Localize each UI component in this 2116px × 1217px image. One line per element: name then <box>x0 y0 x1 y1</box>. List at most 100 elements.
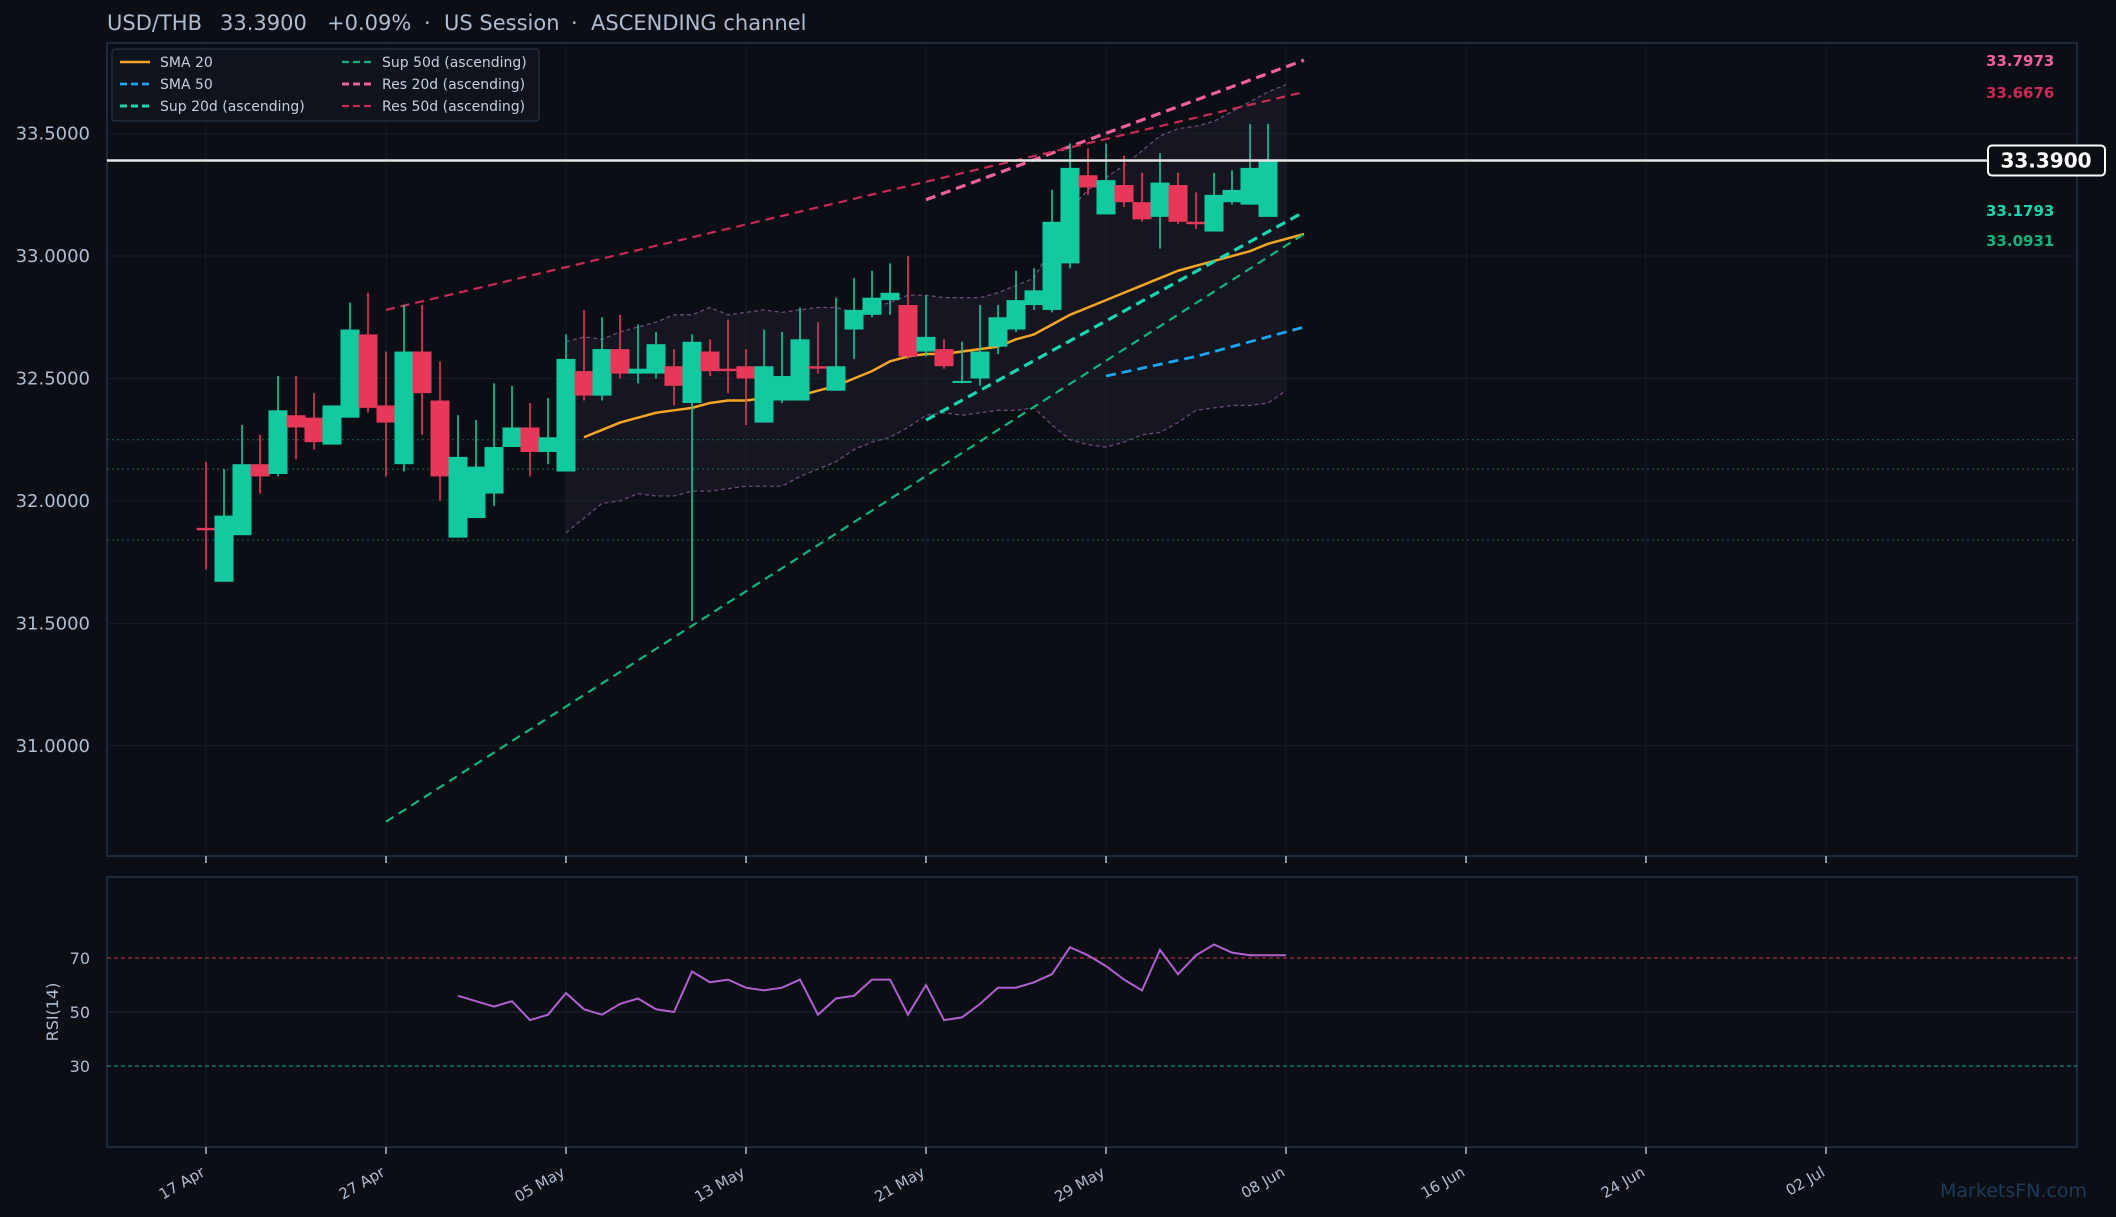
candle-body <box>520 427 540 452</box>
candle-body <box>1078 175 1098 188</box>
candle-body <box>1114 185 1134 203</box>
y-tick-label: 33.0000 <box>16 246 90 267</box>
candle-body <box>484 447 504 494</box>
candle-body <box>304 417 324 443</box>
legend: SMA 20 SMA 50 Sup 20d (ascending) Sup 50d (… <box>111 48 540 122</box>
candle-body <box>1042 221 1062 310</box>
candle-body <box>538 437 558 452</box>
series-line-sup-50d-ascending- <box>385 233 1305 823</box>
legend-label: Res 20d (ascending) <box>382 77 525 93</box>
series-line-sup-20d-ascending- <box>925 210 1305 422</box>
candle-body <box>952 380 972 383</box>
watermark: MarketsFN.com <box>1940 1180 2087 1202</box>
candle-body <box>556 358 576 472</box>
title-pair: USD/THB <box>107 11 202 35</box>
candle-body <box>412 351 432 394</box>
rsi-tick-label: 70 <box>70 949 90 968</box>
candle-body <box>646 344 666 374</box>
bollinger-lower <box>565 390 1287 534</box>
candle-body <box>880 292 900 301</box>
title-session: US Session <box>444 11 560 35</box>
grid-layer <box>107 43 2077 1147</box>
candle-body <box>718 368 738 372</box>
candle-body <box>970 351 990 379</box>
legend-label: Sup 20d (ascending) <box>160 99 305 115</box>
rsi-line <box>457 943 1286 1022</box>
candle-body <box>1204 194 1224 232</box>
candle-body <box>1222 189 1242 203</box>
candle-body <box>1006 300 1026 330</box>
candle-body <box>466 466 486 519</box>
y-tick-label: 32.0000 <box>16 491 90 512</box>
candle-body <box>340 329 360 418</box>
legend-label: SMA 50 <box>160 77 213 93</box>
y-tick-label: 31.5000 <box>16 613 90 634</box>
candle-body <box>628 368 648 374</box>
candle-body <box>214 515 234 582</box>
title-pattern: ASCENDING channel <box>591 11 806 35</box>
series-line-res-50d-ascending- <box>385 90 1305 311</box>
candles <box>196 123 1278 621</box>
candle-body <box>448 456 468 538</box>
candle-body <box>664 366 684 386</box>
candle-body <box>250 464 270 477</box>
price-line-group: 33.3900 <box>107 144 2106 177</box>
level-end-label: 33.0931 <box>1986 232 2054 250</box>
title-change: +0.09% <box>327 11 411 35</box>
y-axis-ticks: 31.0000 31.5000 32.0000 32.5000 33.0000 33.50… <box>16 124 90 757</box>
candle-body <box>268 410 288 474</box>
candle-body <box>790 339 810 401</box>
candle-body <box>232 464 252 536</box>
y-tick-label: 33.5000 <box>16 124 90 145</box>
candle-body <box>1258 160 1278 217</box>
rsi-tick-label: 50 <box>70 1003 90 1022</box>
level-end-labels: 33.1793 33.0931 33.7973 33.6676 <box>1986 52 2054 250</box>
candle-body <box>592 349 612 396</box>
level-end-label: 33.1793 <box>1986 202 2054 220</box>
candle-body <box>394 351 414 465</box>
legend-label: SMA 20 <box>160 55 213 71</box>
candle-body <box>898 305 918 357</box>
candle-body <box>430 400 450 477</box>
price-label: 33.3900 <box>2000 149 2091 173</box>
candle-body <box>808 366 828 369</box>
candle-body <box>322 405 342 445</box>
candle-body <box>1186 221 1206 225</box>
candle-body <box>286 415 306 428</box>
series-line-res-20d-ascending- <box>925 58 1305 202</box>
title-sep-1: · <box>424 11 431 35</box>
level-end-label: 33.7973 <box>1986 52 2054 70</box>
candle-body <box>736 366 756 379</box>
rsi-panel-content: 30 50 70 RSI(14) <box>43 943 2077 1076</box>
candle-body <box>358 334 378 408</box>
legend-label: Res 50d (ascending) <box>382 99 525 115</box>
candle-body <box>844 309 864 330</box>
candle-body <box>502 427 522 448</box>
price-label-box <box>1987 144 2106 177</box>
candle-body <box>754 366 774 423</box>
candle-body <box>376 405 396 423</box>
candle-body <box>700 351 720 372</box>
candle-body <box>1150 182 1170 217</box>
candle-body <box>772 376 792 401</box>
candle-body <box>826 366 846 391</box>
candle-body <box>1240 167 1260 205</box>
candle-body <box>610 349 630 374</box>
y-tick-label: 32.5000 <box>16 368 90 389</box>
candle-body <box>682 341 702 403</box>
title-price: 33.3900 <box>220 11 307 35</box>
candle-body <box>1132 202 1152 220</box>
candle-body <box>1096 180 1116 215</box>
candle-body <box>1168 185 1188 222</box>
legend-label: Sup 50d (ascending) <box>382 55 527 71</box>
candle-body <box>1024 290 1044 306</box>
candle-body <box>574 371 594 396</box>
y-tick-label: 31.0000 <box>16 736 90 757</box>
level-end-label: 33.6676 <box>1986 84 2054 102</box>
rsi-axis-label: RSI(14) <box>43 983 62 1042</box>
title-sep-2: · <box>571 11 578 35</box>
series-line-sma-50 <box>1105 325 1305 378</box>
candle-body <box>988 317 1008 347</box>
candle-body <box>916 336 936 352</box>
